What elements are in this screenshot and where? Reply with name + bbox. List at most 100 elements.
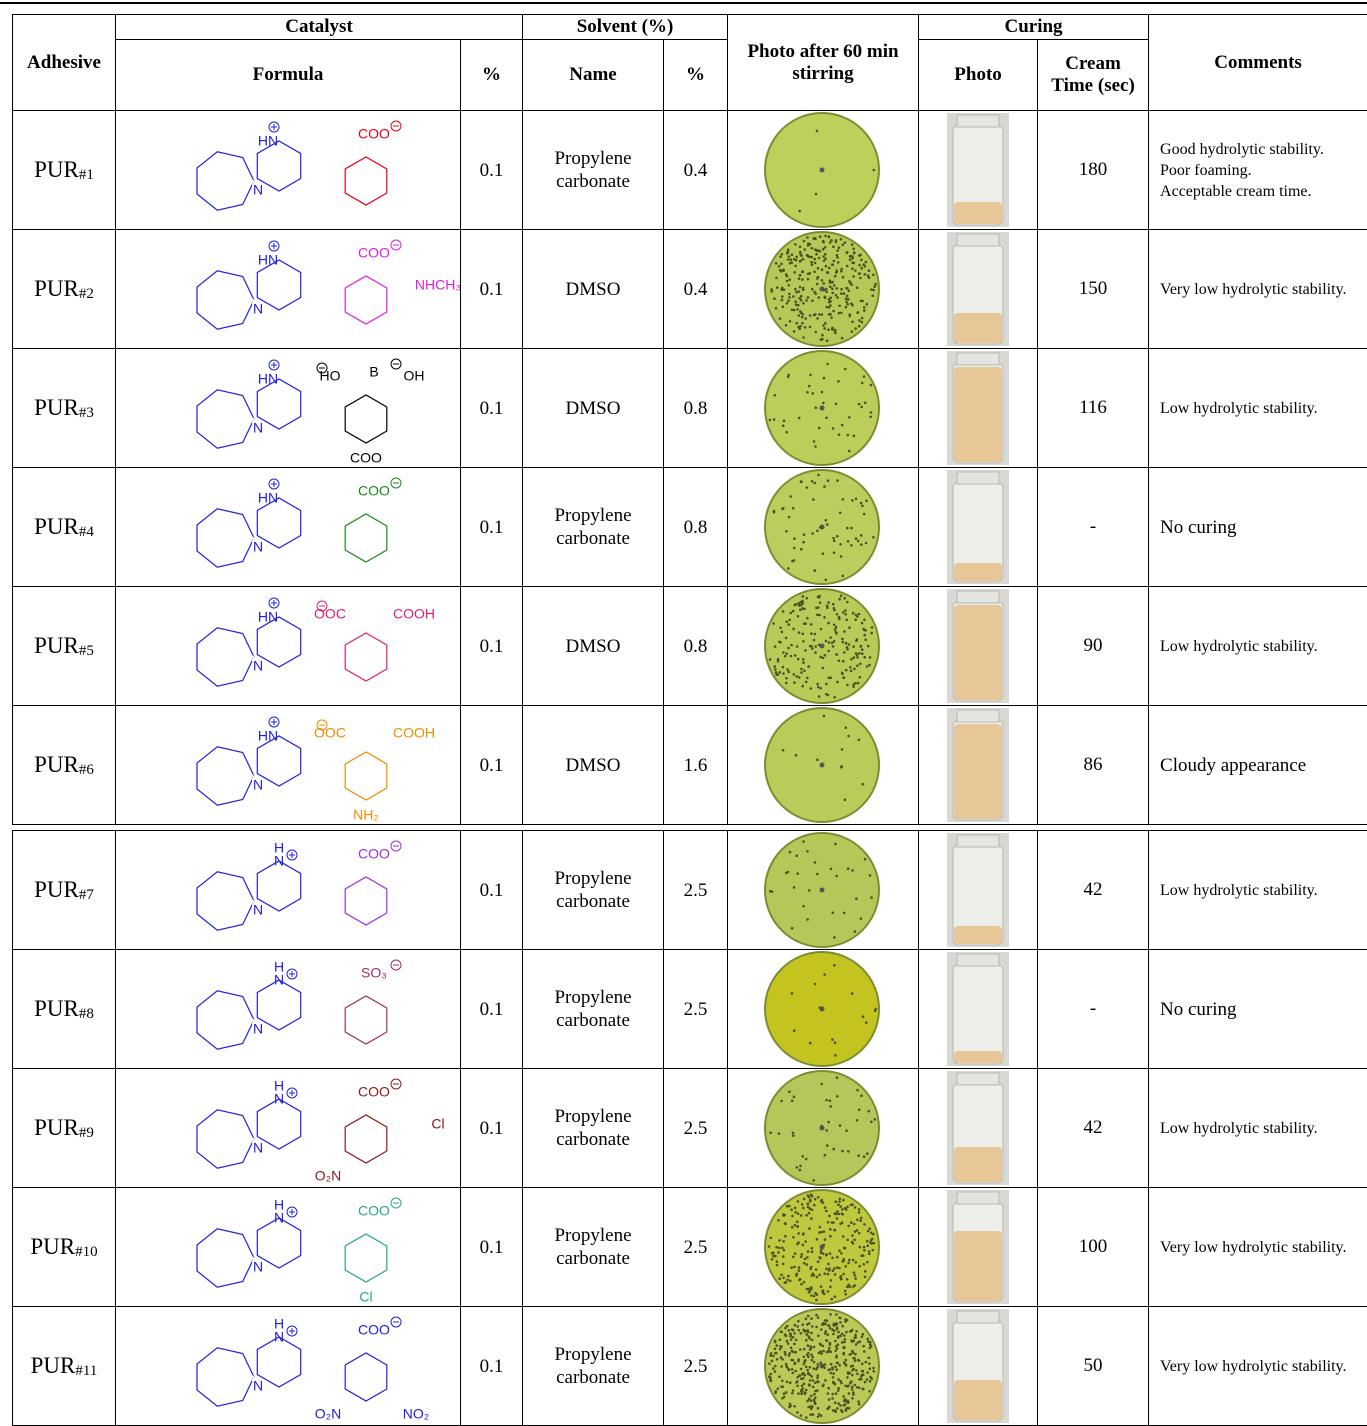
particle xyxy=(870,288,873,291)
ring xyxy=(197,872,254,930)
particle xyxy=(806,486,809,489)
particle xyxy=(805,1214,808,1217)
petri-photo xyxy=(728,111,919,229)
particle xyxy=(831,327,834,330)
particle xyxy=(825,1254,828,1257)
particle xyxy=(798,1374,801,1377)
vial-neck xyxy=(957,835,999,847)
particle xyxy=(805,1318,808,1321)
particle xyxy=(845,642,848,645)
comment-line: Low hydrolytic stability. xyxy=(1160,880,1361,901)
particle xyxy=(797,1320,800,1323)
particle xyxy=(780,1386,783,1389)
particle xyxy=(832,1409,835,1412)
particle xyxy=(841,1341,844,1344)
particle xyxy=(795,675,798,678)
particle xyxy=(834,1366,837,1369)
particle xyxy=(850,283,853,286)
particle xyxy=(820,1125,823,1128)
particle xyxy=(824,1206,827,1209)
particle xyxy=(840,1252,843,1255)
particle xyxy=(807,1315,810,1318)
particle xyxy=(863,634,866,637)
particle xyxy=(828,301,831,304)
particle xyxy=(772,1367,775,1370)
particle xyxy=(851,1234,854,1237)
particle xyxy=(833,260,836,263)
particle xyxy=(817,1260,820,1263)
particle xyxy=(865,1361,868,1364)
particle xyxy=(830,1298,833,1301)
particle xyxy=(829,1228,832,1231)
particle xyxy=(854,1360,857,1363)
solvent-pct-cell: 0.8 xyxy=(664,587,728,706)
particle xyxy=(776,1344,779,1347)
ring xyxy=(345,1234,387,1282)
particle xyxy=(789,1280,792,1283)
particle xyxy=(817,1374,820,1377)
particle xyxy=(825,290,828,293)
stirring-photo-cell xyxy=(728,587,919,706)
particle xyxy=(823,289,826,292)
particle xyxy=(824,1330,827,1333)
particle xyxy=(810,1395,813,1398)
particle xyxy=(806,1400,809,1403)
particle xyxy=(779,1338,782,1341)
particle xyxy=(793,309,796,312)
particle xyxy=(857,311,860,314)
particle xyxy=(838,305,841,308)
adhesive-name: PUR xyxy=(34,1115,79,1140)
adhesive-name: PUR xyxy=(34,514,79,539)
particle xyxy=(815,253,818,256)
particle xyxy=(850,1353,853,1356)
group-label: O₂N xyxy=(315,1406,341,1422)
particle xyxy=(843,1361,846,1364)
particle xyxy=(804,649,807,652)
particle xyxy=(785,1365,788,1368)
particle xyxy=(796,1411,799,1414)
catalyst-pct-cell: 0.1 xyxy=(461,706,523,825)
particle xyxy=(860,1375,863,1378)
particle xyxy=(782,610,785,613)
particle xyxy=(821,279,824,282)
particle xyxy=(833,607,836,610)
ring xyxy=(345,752,387,800)
particle xyxy=(810,256,813,259)
particle xyxy=(808,1212,811,1215)
particle xyxy=(818,695,821,698)
particle xyxy=(827,1369,830,1372)
particle xyxy=(822,248,825,251)
particle xyxy=(803,1363,806,1366)
particle xyxy=(847,1262,850,1265)
particle xyxy=(827,1324,830,1327)
catalyst-pct-cell: 0.1 xyxy=(461,831,523,950)
particle xyxy=(825,693,828,696)
particle xyxy=(855,537,858,540)
particle xyxy=(806,1256,809,1259)
catalyst-pct-cell: 0.1 xyxy=(461,111,523,230)
particle xyxy=(857,540,860,543)
particle xyxy=(832,537,835,540)
adhesive-number: #9 xyxy=(79,1125,94,1141)
particle xyxy=(837,1387,840,1390)
particle xyxy=(842,660,845,663)
particle xyxy=(808,1337,811,1340)
particle xyxy=(815,1326,818,1329)
petri-photo xyxy=(728,349,919,467)
adhesive-cell: PUR#11 xyxy=(13,1307,116,1426)
particle xyxy=(799,274,802,277)
particle xyxy=(805,1339,808,1342)
particle xyxy=(834,329,837,332)
particle xyxy=(854,269,857,272)
vial-photo xyxy=(919,950,1038,1068)
particle xyxy=(789,851,792,854)
particle xyxy=(862,263,865,266)
particle xyxy=(782,1213,785,1216)
particle xyxy=(809,1366,812,1369)
particle xyxy=(854,1274,857,1277)
particle xyxy=(824,235,827,238)
particle xyxy=(779,256,782,259)
vial-photo xyxy=(919,587,1038,705)
particle xyxy=(831,1328,834,1331)
